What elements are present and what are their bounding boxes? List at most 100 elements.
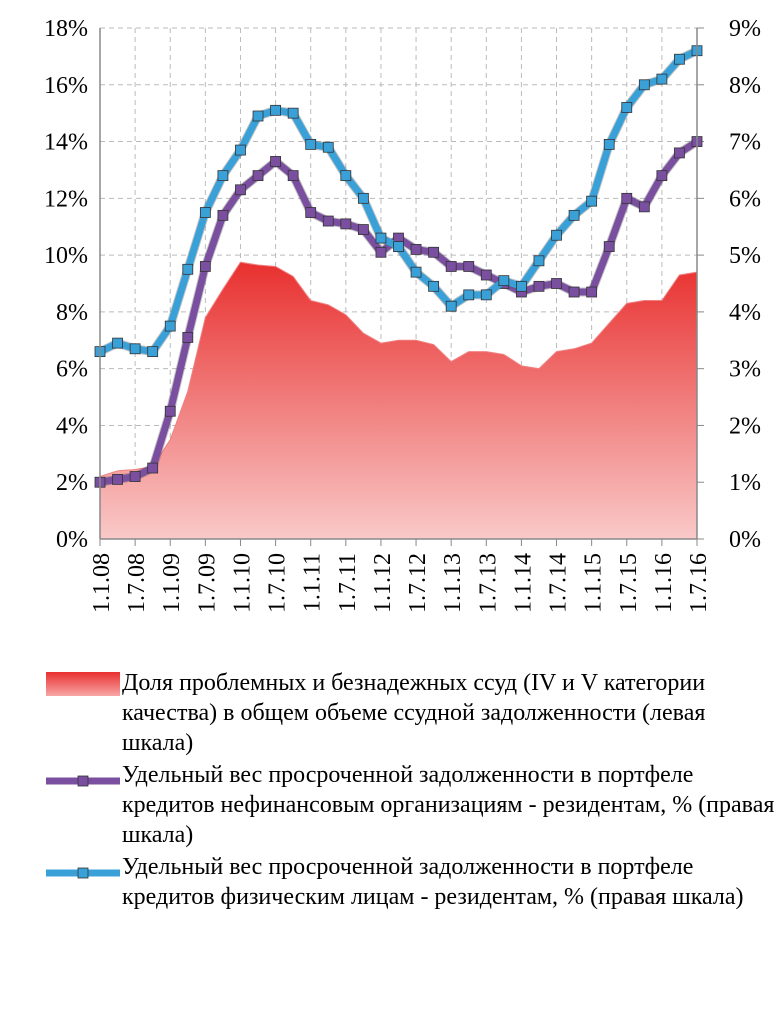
marker — [480, 269, 492, 281]
x-tick-label: 1.1.14 — [510, 553, 536, 613]
marker — [182, 332, 194, 343]
marker — [656, 170, 668, 182]
y2-tick-label: 1% — [729, 470, 761, 496]
marker — [357, 192, 369, 204]
marker — [322, 215, 334, 227]
x-tick-label: 1.7.15 — [616, 553, 642, 613]
marker — [638, 79, 650, 91]
marker — [621, 192, 633, 204]
marker — [375, 232, 387, 244]
x-tick-label: 1.1.12 — [370, 553, 396, 613]
marker — [551, 229, 562, 241]
marker — [603, 138, 615, 150]
marker — [638, 201, 650, 213]
marker — [410, 266, 422, 278]
marker — [305, 207, 317, 218]
y2-tick-label: 5% — [729, 243, 761, 269]
legend-label: Удельный вес просроченной задолженности … — [122, 762, 775, 848]
x-tick-label: 1.1.13 — [440, 553, 466, 613]
y2-tick-label: 4% — [729, 300, 761, 326]
marker — [340, 218, 352, 230]
x-tick-label: 1.7.14 — [546, 553, 572, 613]
chart: 0% 2% 4% 6% 8% 10% 12% 14% 16% 18% 0% 1% 2% 3% 4% 5% 6% 7… — [44, 16, 761, 613]
y2-tick-label: 7% — [729, 130, 761, 156]
legend-item: Доля проблемных и безнадежных ссуд (IV и… — [0, 668, 777, 758]
marker — [164, 320, 176, 332]
y2-tick-label: 0% — [729, 527, 761, 553]
marker — [270, 104, 281, 116]
y-tick-label: 8% — [56, 300, 88, 326]
area — [99, 261, 698, 540]
x-tick-label: 1.7.10 — [265, 553, 291, 613]
y-tick-label: 18% — [44, 16, 88, 42]
marker — [568, 209, 580, 221]
marker — [252, 110, 264, 122]
marker — [182, 263, 194, 275]
marker — [147, 346, 159, 358]
x-tick-label: 1.1.10 — [229, 553, 255, 613]
marker — [410, 244, 422, 255]
y-tick-label: 14% — [44, 130, 88, 156]
x-tick-label: 1.7.16 — [686, 553, 712, 613]
legend-line — [46, 775, 120, 787]
marker — [287, 170, 299, 182]
marker — [199, 207, 211, 218]
marker — [674, 53, 685, 65]
marker — [112, 473, 123, 485]
marker — [428, 280, 440, 292]
legend: Доля проблемных и безнадежных ссуд (IV и… — [0, 668, 777, 914]
marker — [393, 241, 404, 252]
marker — [603, 241, 615, 252]
y-tick-label: 10% — [44, 243, 88, 269]
y-tick-label: 4% — [56, 413, 88, 439]
marker — [340, 170, 352, 182]
legend-label: Доля проблемных и безнадежных ссуд (IV и… — [122, 670, 706, 756]
marker — [586, 286, 598, 298]
marker — [586, 195, 598, 207]
x-tick-label: 1.7.09 — [194, 553, 220, 613]
legend-label: Удельный вес просроченной задолженности … — [122, 854, 744, 910]
marker — [252, 170, 264, 182]
marker — [235, 184, 246, 196]
x-tick-label: 1.1.16 — [651, 553, 677, 613]
y2-tick-label: 6% — [729, 186, 761, 212]
marker — [235, 144, 246, 156]
y-tick-label: 0% — [56, 527, 88, 553]
marker — [463, 261, 475, 272]
marker — [551, 278, 562, 289]
marker — [568, 286, 580, 298]
marker — [164, 405, 176, 417]
marker — [445, 300, 457, 312]
marker — [305, 138, 317, 150]
marker — [147, 462, 159, 474]
marker — [112, 337, 123, 349]
marker — [270, 156, 281, 167]
marker — [674, 147, 685, 159]
marker — [129, 343, 141, 355]
marker — [217, 209, 229, 221]
y2-tick-label: 8% — [729, 73, 761, 99]
x-tick-label: 1.7.11 — [335, 553, 361, 612]
marker — [533, 280, 545, 292]
marker — [516, 280, 527, 292]
marker — [463, 289, 475, 301]
line — [98, 47, 699, 356]
marker — [199, 261, 211, 272]
legend-swatch — [46, 860, 120, 879]
marker — [287, 107, 299, 119]
x-tick-label: 1.1.09 — [159, 553, 185, 613]
legend-swatch — [46, 672, 120, 696]
marker — [357, 224, 369, 235]
marker — [375, 246, 387, 258]
x-tick-label: 1.1.11 — [300, 553, 326, 612]
y2-tick-label: 2% — [729, 413, 761, 439]
y-tick-label: 16% — [44, 73, 88, 99]
marker — [428, 246, 440, 258]
marker — [322, 141, 334, 153]
x-tick-label: 1.7.08 — [124, 553, 150, 613]
y2-tick-label: 9% — [729, 16, 761, 42]
marker — [656, 73, 668, 85]
x-tick-label: 1.7.13 — [475, 553, 501, 613]
marker — [621, 102, 633, 113]
